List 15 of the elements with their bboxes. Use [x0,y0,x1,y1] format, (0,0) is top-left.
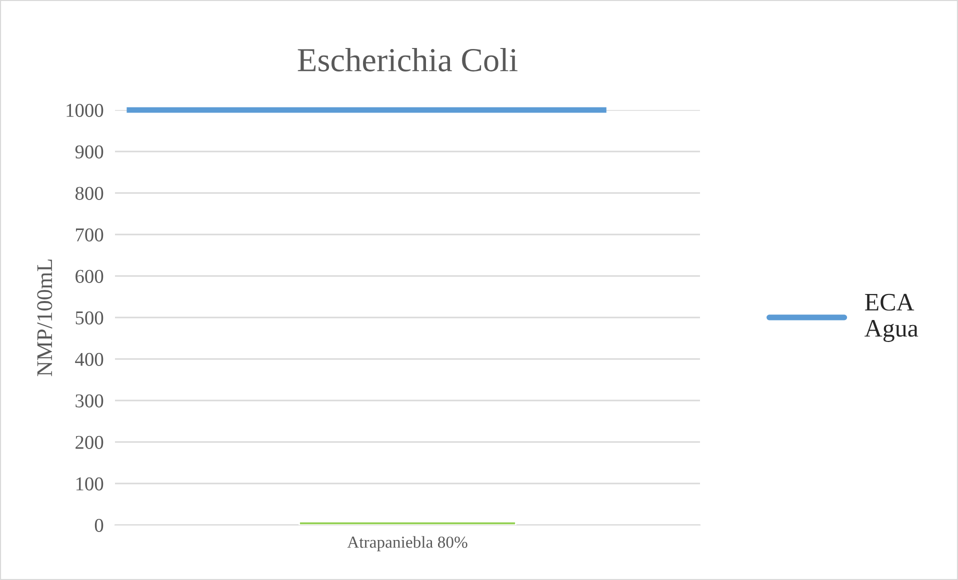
chart-title: Escherichia Coli [298,48,518,72]
x-tick-label: Atrapaniebla 80% [347,536,468,552]
y-tick-label: 100 [76,477,104,490]
y-tick-label: 700 [76,228,104,242]
y-tick-label: 0 [94,518,104,532]
y-tick-label: 200 [76,436,104,449]
y-axis-title: NMP/100mL [37,260,52,376]
y-tick-label: 800 [75,186,104,200]
y-tick-label: 500 [76,311,104,324]
y-tick-label: 300 [76,394,104,408]
y-tick-label: 1000 [66,104,104,117]
y-tick-label: 600 [76,270,104,283]
legend-label: ECA Agua [864,294,918,342]
y-tick-label: 900 [75,145,104,158]
y-tick-label: 400 [75,352,104,366]
